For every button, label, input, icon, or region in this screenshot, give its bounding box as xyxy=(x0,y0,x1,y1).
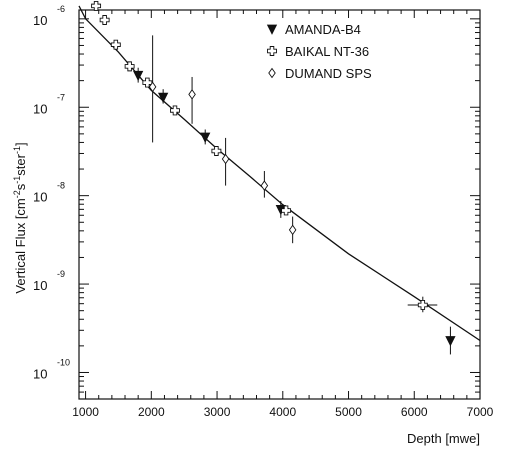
amanda-b4-point xyxy=(200,132,211,143)
x-tick-label: 6000 xyxy=(401,405,428,419)
x-tick-label: 2000 xyxy=(138,405,165,419)
x-axis-label: Depth [mwe] xyxy=(407,431,480,446)
dumand-sps-point xyxy=(188,89,196,100)
baikal-nt-36-point xyxy=(99,15,110,25)
fit-curve xyxy=(78,5,481,342)
x-tick-label: 7000 xyxy=(467,405,494,419)
axis-ticks: 1000 2000 3000 4000 5000 6000 7000 10 -6 10 -7 10 -8… xyxy=(33,4,494,419)
y-tick-label: 10 xyxy=(33,278,47,293)
y-tick-exponent: -6 xyxy=(57,4,65,14)
amanda-b4-point xyxy=(133,70,144,82)
y-tick-label: 10 xyxy=(33,13,47,28)
y-axis-label-part: ster xyxy=(13,153,28,175)
y-axis-label-part: -1 xyxy=(12,176,22,184)
y-tick-exponent: -7 xyxy=(57,92,65,102)
y-tick-label: 10 xyxy=(33,190,47,205)
legend-label: BAIKAL NT-36 xyxy=(285,44,369,59)
x-tick-label: 1000 xyxy=(72,405,99,419)
legend-marker xyxy=(267,46,277,56)
baikal-nt-36-point xyxy=(91,0,102,11)
y-tick-exponent: -10 xyxy=(57,357,70,367)
baikal-nt-36-point xyxy=(170,105,180,116)
fit-curve-group xyxy=(78,5,481,342)
baikal-nt-36-point xyxy=(110,39,121,50)
legend-label: AMANDA-B4 xyxy=(285,22,361,37)
dumand-sps-point xyxy=(221,153,230,165)
legend: AMANDA-B4 BAIKAL NT-36 DUMAND SPS xyxy=(266,22,372,81)
amanda-b4-point xyxy=(157,92,169,104)
y-axis-label-part: -1 xyxy=(12,146,22,154)
y-tick-exponent: -9 xyxy=(57,269,65,279)
axis-labels: Depth [mwe]Vertical Flux [cm-2s-1ster-1] xyxy=(12,142,480,446)
dumand-sps-point xyxy=(260,180,269,191)
y-tick-label: 10 xyxy=(33,101,47,116)
y-axis-label-part: ] xyxy=(13,142,28,146)
legend-marker xyxy=(266,24,278,35)
amanda-b4-point xyxy=(445,336,456,347)
legend-label: DUMAND SPS xyxy=(285,66,372,81)
x-tick-label: 3000 xyxy=(204,405,231,419)
x-tick-label: 4000 xyxy=(269,405,296,419)
baikal-nt-36-point xyxy=(417,300,428,310)
dumand-sps-point xyxy=(288,224,297,236)
y-axis-label-part: -2 xyxy=(12,190,22,198)
baikal-nt-36-point xyxy=(281,205,292,216)
x-tick-label: 5000 xyxy=(335,405,362,419)
data-points-group xyxy=(91,0,456,355)
y-axis-label: Vertical Flux [cm-2s-1ster-1] xyxy=(12,142,28,293)
legend-marker xyxy=(268,67,276,79)
baikal-nt-36-point xyxy=(211,146,222,156)
y-axis-label-part: s xyxy=(13,183,28,190)
y-axis-label-part: Vertical Flux [cm xyxy=(13,198,28,293)
y-tick-label: 10 xyxy=(33,366,47,381)
y-tick-exponent: -8 xyxy=(57,181,65,191)
baikal-nt-36-point xyxy=(124,61,135,72)
plot-frame xyxy=(78,9,481,400)
dumand-sps-point xyxy=(148,81,157,93)
